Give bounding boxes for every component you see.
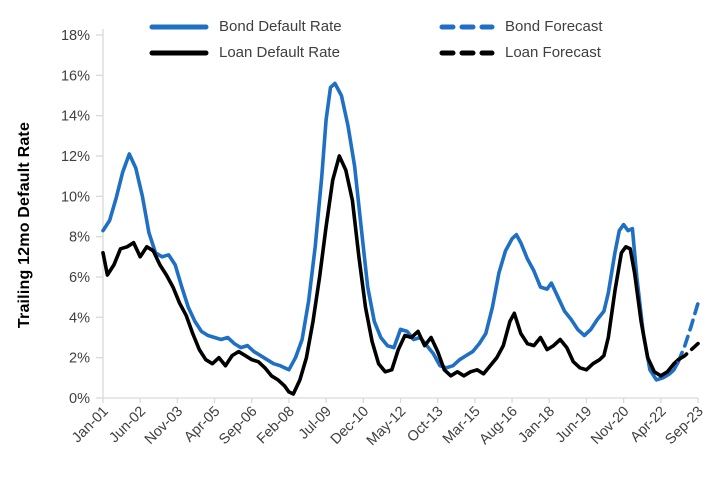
chart-legend: Bond Default Rate Bond Forecast Loan Def… [148,18,603,61]
legend-label: Loan Forecast [505,44,601,61]
loan-forecast-swatch-icon [439,50,495,55]
x-tick-label: Apr-22 [628,404,670,446]
x-tick-label: Jun-02 [106,404,149,447]
y-tick-label: 2% [69,351,90,367]
y-tick-label: 0% [69,391,90,407]
y-tick-label: 16% [61,68,90,84]
axes: 0%2%4%6%8%10%12%14%16%18%Jan-01Jun-02Nov… [61,28,707,449]
x-tick-label: Nov-20 [588,404,632,448]
x-tick-label: Sep-06 [216,404,260,448]
y-tick-label: 10% [61,189,90,205]
x-tick-label: Apr-05 [181,404,223,446]
y-tick-label: 8% [69,230,90,246]
y-tick-label: 6% [69,270,90,286]
x-tick-label: Feb-08 [254,404,298,448]
loan-default-rate-swatch-icon [149,50,209,55]
y-tick-label: 12% [61,149,90,165]
data-series [101,81,700,396]
legend-label: Bond Default Rate [219,18,342,35]
bond-default-rate-swatch-icon [149,24,209,29]
legend-label: Loan Default Rate [219,44,340,61]
legend-item-bond-forecast: Bond Forecast [438,18,603,35]
bond-forecast-swatch-icon [439,24,495,29]
x-tick-label: May-12 [364,404,410,450]
x-tick-label: Mar-15 [440,404,484,448]
x-tick-label: Oct-13 [404,404,446,446]
x-tick-label: Sep-23 [662,404,706,448]
y-axis-title: Trailing 12mo Default Rate [16,121,33,329]
legend-label: Bond Forecast [505,18,603,35]
y-tick-label: 4% [69,310,90,326]
x-tick-label: Jun-19 [553,404,596,447]
x-tick-label: Nov-03 [142,404,186,448]
bond-forecast-line [676,301,700,364]
bond-default-rate-line [101,81,681,382]
x-tick-label: Jan-18 [515,404,558,447]
x-tick-label: Jan-01 [69,404,112,447]
loan-forecast-line [676,341,700,362]
legend-item-loan-forecast: Loan Forecast [438,44,603,61]
loan-default-rate-line [101,154,681,396]
legend-item-loan-default-rate: Loan Default Rate [148,44,420,61]
y-tick-label: 18% [61,28,90,44]
y-tick-label: 14% [61,109,90,125]
x-tick-label: Dec-10 [328,404,372,448]
x-tick-label: Aug-16 [477,404,521,448]
legend-item-bond-default-rate: Bond Default Rate [148,18,420,35]
